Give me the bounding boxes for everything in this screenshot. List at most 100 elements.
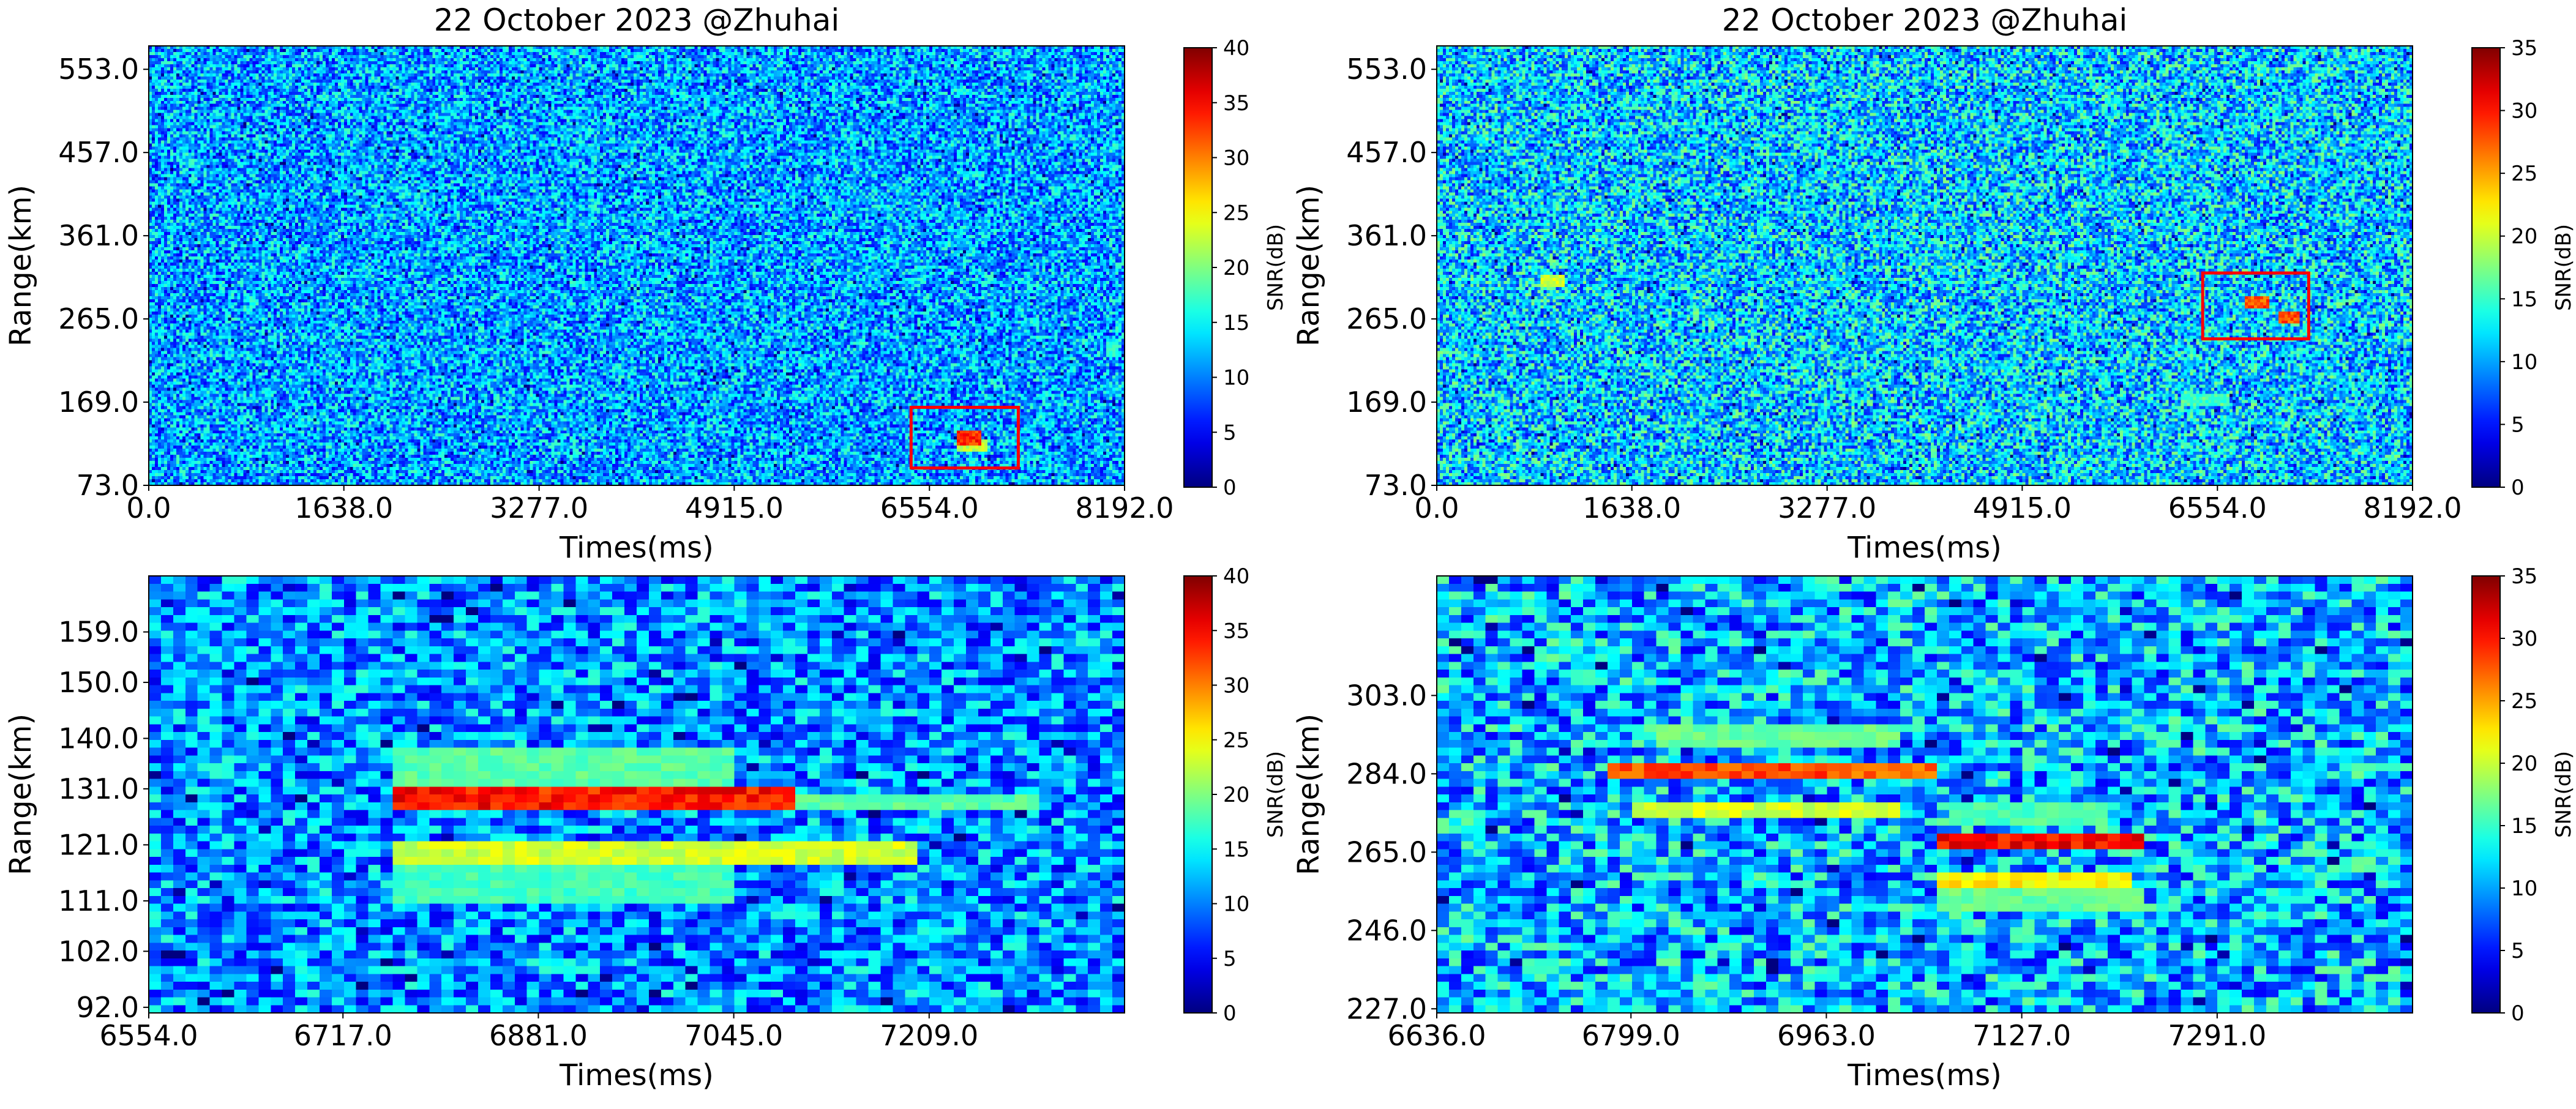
x-tick-label-br-0: 6636.0: [1388, 1019, 1486, 1052]
y-tick-label-br-1: 246.0: [1346, 914, 1427, 947]
colorbar-tick-label-tl-1: 5: [1223, 420, 1237, 445]
colorbar-tr: [2471, 47, 2501, 488]
highlight-box-tr: [2201, 271, 2310, 341]
x-axis-label-tl: Times(ms): [559, 531, 714, 565]
colorbar-tl: [1183, 47, 1213, 488]
y-tick-label-br-0: 227.0: [1346, 992, 1427, 1025]
colorbar-tick-label-br-0: 0: [2511, 1001, 2525, 1026]
colorbar-tick-label-bl-8: 40: [1223, 564, 1249, 589]
colorbar-tick-label-tr-5: 25: [2511, 162, 2537, 186]
colorbar-tick-label-br-1: 5: [2511, 939, 2525, 963]
colorbar-tick-label-tr-4: 20: [2511, 225, 2537, 249]
chart-title-tl: 22 October 2023 @Zhuhai: [434, 2, 840, 38]
colorbar-tick-label-tr-3: 15: [2511, 287, 2537, 312]
x-axis-label-br: Times(ms): [1847, 1058, 2002, 1092]
colorbar-tick-label-tl-8: 40: [1223, 36, 1249, 61]
x-tick-label-bl-4: 7209.0: [880, 1019, 978, 1052]
x-tick-label-tr-0: 0.0: [1414, 491, 1459, 525]
x-tick-label-bl-2: 6881.0: [489, 1019, 588, 1052]
y-tick-label-bl-6: 150.0: [58, 666, 139, 699]
colorbar-label-tl: SNR(dB): [1264, 224, 1288, 311]
y-tick-label-bl-4: 131.0: [58, 772, 139, 805]
x-tick-label-br-2: 6963.0: [1777, 1019, 1876, 1052]
x-tick-label-tr-3: 4915.0: [1973, 491, 2072, 525]
plot-frame-tl: [148, 45, 1125, 486]
y-tick-label-tr-1: 169.0: [1346, 386, 1427, 419]
colorbar-tick-label-tr-0: 0: [2511, 476, 2525, 500]
colorbar-tick-label-br-3: 15: [2511, 814, 2537, 838]
y-tick-label-tl-4: 457.0: [58, 136, 139, 169]
colorbar-tick-label-tr-1: 5: [2511, 413, 2525, 437]
heatmap-raster-tr: [1437, 46, 2413, 485]
colorbar-tick-label-tl-4: 20: [1223, 256, 1249, 280]
y-tick-label-bl-3: 121.0: [58, 828, 139, 861]
x-axis-label-tr: Times(ms): [1847, 531, 2002, 565]
colorbar-tick-label-bl-7: 35: [1223, 619, 1249, 643]
chart-svg-top-right: 0.0 1638.0 3277.0 4915.0 6554.0 8192.0 73.0 169…: [1292, 2, 2576, 565]
highlight-box-tl: [909, 406, 1020, 470]
colorbar-tick-label-tr-6: 30: [2511, 99, 2537, 124]
colorbar-tick-label-br-2: 10: [2511, 876, 2537, 901]
y-tick-label-br-4: 303.0: [1346, 679, 1427, 712]
colorbar-tick-label-tl-7: 35: [1223, 91, 1249, 116]
plot-frame-br: [1436, 575, 2413, 1014]
y-tick-label-tl-2: 265.0: [58, 302, 139, 335]
y-tick-label-bl-5: 140.0: [58, 722, 139, 755]
x-axis-label-bl: Times(ms): [559, 1058, 714, 1092]
chart-title-tr: 22 October 2023 @Zhuhai: [1722, 2, 2128, 38]
chart-panel-bottom-right: 6636.0 6799.0 6963.0 7127.0 7291.0 227.0 246.0…: [1288, 554, 2576, 1109]
y-axis-label-bl: Range(km): [4, 714, 38, 875]
y-tick-label-tl-0: 73.0: [77, 469, 139, 502]
colorbar-tick-label-br-4: 20: [2511, 752, 2537, 776]
colorbar-tick-label-bl-3: 15: [1223, 837, 1249, 862]
y-tick-label-tr-3: 361.0: [1346, 219, 1427, 252]
y-tick-label-tl-3: 361.0: [58, 219, 139, 252]
colorbar-tick-label-bl-6: 30: [1223, 674, 1249, 698]
colorbar-tick-label-bl-4: 20: [1223, 783, 1249, 807]
plot-frame-bl: [148, 575, 1125, 1014]
heatmap-raster-br: [1437, 576, 2413, 1013]
colorbar-tick-label-tl-2: 10: [1223, 366, 1249, 390]
x-tick-label-tr-5: 8192.0: [2364, 491, 2462, 525]
y-axis-label-tl: Range(km): [4, 185, 38, 346]
colorbar-label-br: SNR(dB): [2552, 751, 2576, 838]
y-tick-label-br-3: 284.0: [1346, 757, 1427, 790]
plot-frame-tr: [1436, 45, 2413, 486]
chart-svg-top-left: 0.0 1638.0 3277.0 4915.0 6554.0 8192.0 73.0 169…: [4, 2, 1288, 565]
colorbar-tick-label-br-7: 35: [2511, 564, 2537, 589]
y-tick-label-tr-2: 265.0: [1346, 302, 1427, 335]
x-tick-label-bl-1: 6717.0: [294, 1019, 392, 1052]
chart-svg-bottom-left: 6554.0 6717.0 6881.0 7045.0 7209.0 92.0 102.0 1…: [4, 564, 1288, 1092]
chart-panel-bottom-left: 6554.0 6717.0 6881.0 7045.0 7209.0 92.0 102.0 1…: [0, 554, 1288, 1109]
chart-panel-top-right: 0.0 1638.0 3277.0 4915.0 6554.0 8192.0 73.0 169…: [1288, 0, 2576, 565]
x-tick-label-tr-1: 1638.0: [1582, 491, 1681, 525]
colorbar-tick-label-bl-0: 0: [1223, 1001, 1237, 1026]
y-axis-label-br: Range(km): [1292, 714, 1326, 875]
heatmap-raster-bl: [149, 576, 1125, 1013]
y-tick-label-tr-0: 73.0: [1365, 469, 1427, 502]
colorbar-br: [2471, 575, 2501, 1014]
y-tick-label-bl-7: 159.0: [58, 616, 139, 649]
x-tick-label-tl-0: 0.0: [126, 491, 171, 525]
colorbar-tick-label-tr-7: 35: [2511, 36, 2537, 61]
colorbar-tick-label-tl-6: 30: [1223, 146, 1249, 171]
colorbar-label-tr: SNR(dB): [2552, 224, 2576, 311]
colorbar-tick-label-bl-2: 10: [1223, 892, 1249, 917]
y-tick-label-bl-1: 102.0: [58, 935, 139, 968]
colorbar-tick-label-bl-5: 25: [1223, 728, 1249, 753]
x-tick-label-bl-3: 7045.0: [684, 1019, 783, 1052]
x-tick-label-tl-2: 3277.0: [490, 491, 588, 525]
colorbar-tick-label-bl-1: 5: [1223, 947, 1237, 971]
colorbar-tick-label-br-6: 30: [2511, 627, 2537, 651]
y-tick-label-bl-2: 111.0: [58, 884, 139, 917]
y-axis-label-tr: Range(km): [1292, 185, 1326, 346]
y-tick-label-tr-5: 553.0: [1346, 53, 1427, 86]
x-tick-label-tr-2: 3277.0: [1778, 491, 1876, 525]
heatmap-raster-tl: [149, 46, 1125, 485]
x-tick-label-br-4: 7291.0: [2168, 1019, 2266, 1052]
colorbar-tick-label-br-5: 25: [2511, 689, 2537, 714]
x-tick-label-tl-1: 1638.0: [294, 491, 393, 525]
colorbar-bl: [1183, 575, 1213, 1014]
colorbar-label-bl: SNR(dB): [1264, 751, 1288, 838]
x-tick-label-br-3: 7127.0: [1972, 1019, 2071, 1052]
